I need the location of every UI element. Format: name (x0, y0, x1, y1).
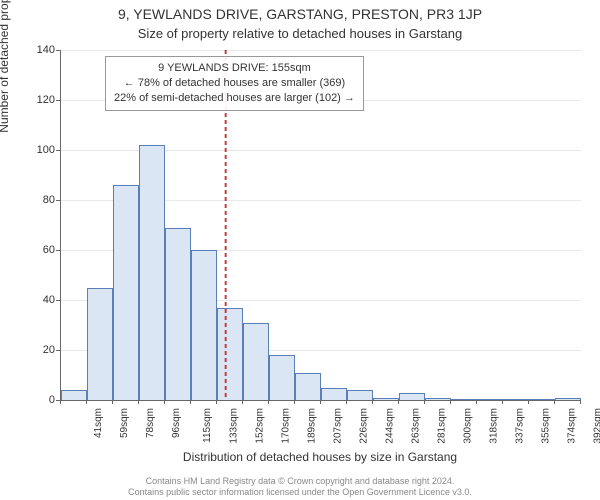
x-tick-label: 226sqm (359, 408, 370, 444)
x-tick-mark (398, 400, 399, 404)
footer-line-2: Contains public sector information licen… (0, 487, 600, 498)
x-tick-mark (476, 400, 477, 404)
x-tick-mark (216, 400, 217, 404)
footer-line-1: Contains HM Land Registry data © Crown c… (0, 476, 600, 487)
x-tick-label: 115sqm (202, 408, 213, 443)
y-tick-label: 40 (25, 294, 55, 306)
y-tick-label: 80 (25, 194, 55, 206)
chart-container: 9, YEWLANDS DRIVE, GARSTANG, PRESTON, PR… (0, 0, 600, 500)
x-tick-label: 152sqm (255, 408, 266, 444)
y-tick-label: 100 (25, 144, 55, 156)
x-tick-mark (424, 400, 425, 404)
x-tick-label: 281sqm (437, 408, 448, 444)
x-tick-mark (580, 400, 581, 404)
annotation-line: 9 YEWLANDS DRIVE: 155sqm (114, 61, 355, 76)
x-tick-label: 78sqm (145, 408, 156, 438)
y-axis-label: Number of detached properties (0, 0, 11, 225)
x-tick-label: 263sqm (411, 408, 422, 444)
x-tick-mark (346, 400, 347, 404)
y-tick-label: 120 (25, 94, 55, 106)
x-tick-label: 189sqm (307, 408, 318, 444)
y-tick-label: 60 (25, 244, 55, 256)
x-tick-label: 374sqm (567, 408, 578, 444)
annotation-box: 9 YEWLANDS DRIVE: 155sqm← 78% of detache… (105, 56, 364, 111)
x-tick-label: 318sqm (489, 408, 500, 444)
x-tick-label: 392sqm (593, 408, 600, 444)
x-tick-label: 41sqm (93, 408, 104, 438)
x-tick-label: 300sqm (463, 408, 474, 444)
x-tick-label: 244sqm (385, 408, 396, 444)
x-tick-mark (502, 400, 503, 404)
x-tick-mark (242, 400, 243, 404)
x-tick-mark (554, 400, 555, 404)
x-tick-mark (138, 400, 139, 404)
x-tick-mark (190, 400, 191, 404)
chart-title-main: 9, YEWLANDS DRIVE, GARSTANG, PRESTON, PR… (0, 6, 600, 22)
plot-area: 9 YEWLANDS DRIVE: 155sqm← 78% of detache… (60, 50, 581, 401)
x-tick-label: 96sqm (171, 408, 182, 438)
x-tick-mark (320, 400, 321, 404)
x-tick-label: 337sqm (515, 408, 526, 444)
y-tick-label: 20 (25, 344, 55, 356)
annotation-line: ← 78% of detached houses are smaller (36… (114, 76, 355, 91)
x-tick-mark (112, 400, 113, 404)
x-tick-mark (372, 400, 373, 404)
x-tick-label: 355sqm (541, 408, 552, 444)
x-tick-mark (86, 400, 87, 404)
x-tick-label: 59sqm (119, 408, 130, 438)
x-tick-label: 133sqm (229, 408, 240, 444)
x-axis-label: Distribution of detached houses by size … (60, 450, 580, 464)
annotation-line: 22% of semi-detached houses are larger (… (114, 91, 355, 106)
chart-title-sub: Size of property relative to detached ho… (0, 26, 600, 41)
x-tick-mark (268, 400, 269, 404)
x-tick-mark (528, 400, 529, 404)
y-tick-label: 0 (25, 394, 55, 406)
x-tick-label: 170sqm (281, 408, 292, 444)
y-tick-label: 140 (25, 44, 55, 56)
x-tick-mark (60, 400, 61, 404)
x-tick-mark (450, 400, 451, 404)
x-tick-mark (294, 400, 295, 404)
chart-footer: Contains HM Land Registry data © Crown c… (0, 476, 600, 498)
x-tick-label: 207sqm (333, 408, 344, 444)
x-tick-mark (164, 400, 165, 404)
